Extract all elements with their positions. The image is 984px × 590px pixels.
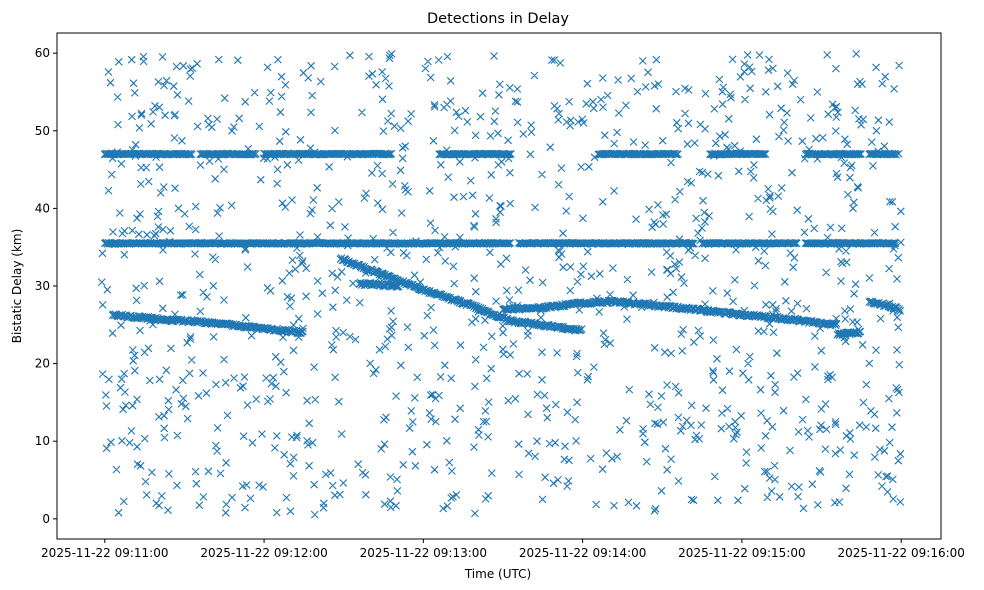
y-tick-label-4: 40 [35,201,50,215]
scatter-points [97,50,905,519]
x-markers [97,50,905,519]
y-tick-label-2: 20 [35,357,50,371]
y-tick-label-1: 10 [35,434,50,448]
y-axis: 0 10 20 30 40 50 60 [35,46,57,526]
x-tick-label-2: 2025-11-22 09:13:00 [360,546,487,560]
y-tick-label-0: 0 [42,512,50,526]
chart-title: Detections in Delay [427,11,569,27]
y-tick-label-6: 60 [35,46,50,60]
x-tick-label-4: 2025-11-22 09:15:00 [678,546,805,560]
x-tick-label-3: 2025-11-22 09:14:00 [519,546,646,560]
x-axis-label: Time (UTC) [464,567,531,581]
y-tick-label-3: 30 [35,279,50,293]
y-tick-label-5: 50 [35,124,50,138]
x-tick-label-5: 2025-11-22 09:16:00 [837,546,964,560]
x-tick-label-0: 2025-11-22 09:11:00 [41,546,168,560]
x-tick-label-1: 2025-11-22 09:12:00 [200,546,327,560]
x-axis: 2025-11-22 09:11:00 2025-11-22 09:12:00 20… [41,539,965,560]
y-axis-label: Bistatic Delay (km) [10,229,24,344]
plot-area [56,32,942,540]
plot-background [57,33,941,539]
